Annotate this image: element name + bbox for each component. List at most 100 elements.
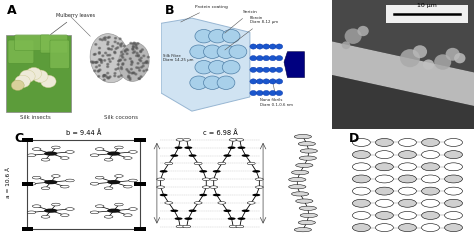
Circle shape: [108, 48, 110, 50]
Circle shape: [195, 60, 213, 74]
Ellipse shape: [421, 224, 439, 231]
Circle shape: [263, 67, 270, 72]
Circle shape: [345, 28, 362, 44]
Circle shape: [137, 55, 139, 56]
Circle shape: [203, 45, 221, 59]
Circle shape: [104, 215, 113, 218]
Circle shape: [210, 178, 218, 180]
Circle shape: [121, 43, 123, 44]
Circle shape: [99, 47, 100, 49]
Circle shape: [126, 69, 128, 70]
Circle shape: [90, 182, 99, 185]
Ellipse shape: [445, 175, 463, 183]
Circle shape: [218, 162, 226, 165]
Circle shape: [250, 67, 257, 72]
Ellipse shape: [352, 138, 370, 146]
Ellipse shape: [399, 175, 416, 183]
Circle shape: [117, 68, 119, 69]
Circle shape: [135, 73, 137, 75]
Ellipse shape: [445, 163, 463, 171]
Circle shape: [109, 76, 111, 78]
Text: B: B: [164, 4, 174, 17]
Ellipse shape: [299, 206, 317, 210]
Text: Fibroin
Diam 8-12 μm: Fibroin Diam 8-12 μm: [225, 16, 278, 50]
Circle shape: [106, 76, 108, 78]
Ellipse shape: [294, 227, 311, 232]
Ellipse shape: [375, 151, 393, 159]
Circle shape: [61, 157, 69, 159]
Circle shape: [250, 79, 257, 84]
Circle shape: [124, 214, 132, 216]
Circle shape: [138, 59, 140, 60]
FancyBboxPatch shape: [15, 35, 50, 51]
Circle shape: [250, 90, 257, 96]
Circle shape: [256, 55, 263, 61]
Circle shape: [222, 29, 240, 43]
Circle shape: [252, 194, 260, 196]
Bar: [134, 182, 146, 186]
Circle shape: [98, 53, 100, 54]
Text: Silk insects: Silk insects: [20, 115, 51, 120]
Circle shape: [115, 37, 117, 39]
Ellipse shape: [300, 149, 318, 153]
Circle shape: [203, 76, 221, 90]
Circle shape: [143, 55, 145, 57]
Circle shape: [140, 50, 142, 52]
Circle shape: [174, 217, 182, 220]
Text: Protein coating: Protein coating: [181, 5, 228, 22]
Circle shape: [174, 146, 182, 149]
Circle shape: [115, 146, 123, 149]
Circle shape: [122, 64, 124, 65]
Circle shape: [357, 26, 369, 36]
Circle shape: [213, 170, 221, 173]
Polygon shape: [332, 75, 474, 129]
Circle shape: [160, 194, 168, 196]
Circle shape: [19, 70, 35, 82]
Circle shape: [276, 67, 283, 72]
Circle shape: [104, 60, 106, 61]
Circle shape: [256, 90, 263, 96]
Ellipse shape: [421, 199, 439, 207]
Ellipse shape: [289, 177, 306, 182]
Circle shape: [138, 78, 140, 79]
Circle shape: [120, 51, 122, 53]
Ellipse shape: [375, 163, 393, 171]
Text: D: D: [348, 133, 359, 145]
Circle shape: [136, 55, 137, 57]
Circle shape: [229, 45, 247, 59]
Circle shape: [107, 63, 109, 65]
Circle shape: [91, 61, 92, 63]
Circle shape: [136, 67, 137, 68]
Circle shape: [137, 63, 139, 64]
Circle shape: [90, 211, 99, 214]
Circle shape: [96, 61, 98, 63]
Text: Nano fibrils
Diam 0.1-0.6 nm: Nano fibrils Diam 0.1-0.6 nm: [260, 80, 293, 107]
Ellipse shape: [296, 199, 313, 203]
Circle shape: [128, 179, 137, 182]
Polygon shape: [284, 52, 304, 78]
Circle shape: [255, 178, 264, 180]
Circle shape: [61, 214, 69, 216]
Circle shape: [135, 47, 137, 48]
Circle shape: [109, 54, 111, 56]
Circle shape: [44, 209, 57, 213]
Circle shape: [95, 148, 104, 150]
Circle shape: [210, 186, 218, 188]
Circle shape: [95, 66, 97, 68]
Ellipse shape: [399, 151, 416, 159]
Circle shape: [100, 59, 102, 61]
Circle shape: [110, 49, 112, 50]
Circle shape: [413, 45, 427, 58]
Circle shape: [269, 79, 276, 84]
Ellipse shape: [399, 187, 416, 195]
Circle shape: [15, 75, 30, 88]
Circle shape: [98, 76, 100, 77]
Circle shape: [32, 176, 41, 179]
Circle shape: [276, 44, 283, 49]
Circle shape: [119, 59, 122, 61]
Circle shape: [131, 72, 133, 74]
Circle shape: [52, 175, 60, 177]
Circle shape: [107, 66, 109, 67]
Text: Mulberry leaves: Mulberry leaves: [51, 13, 96, 35]
Circle shape: [165, 202, 173, 204]
